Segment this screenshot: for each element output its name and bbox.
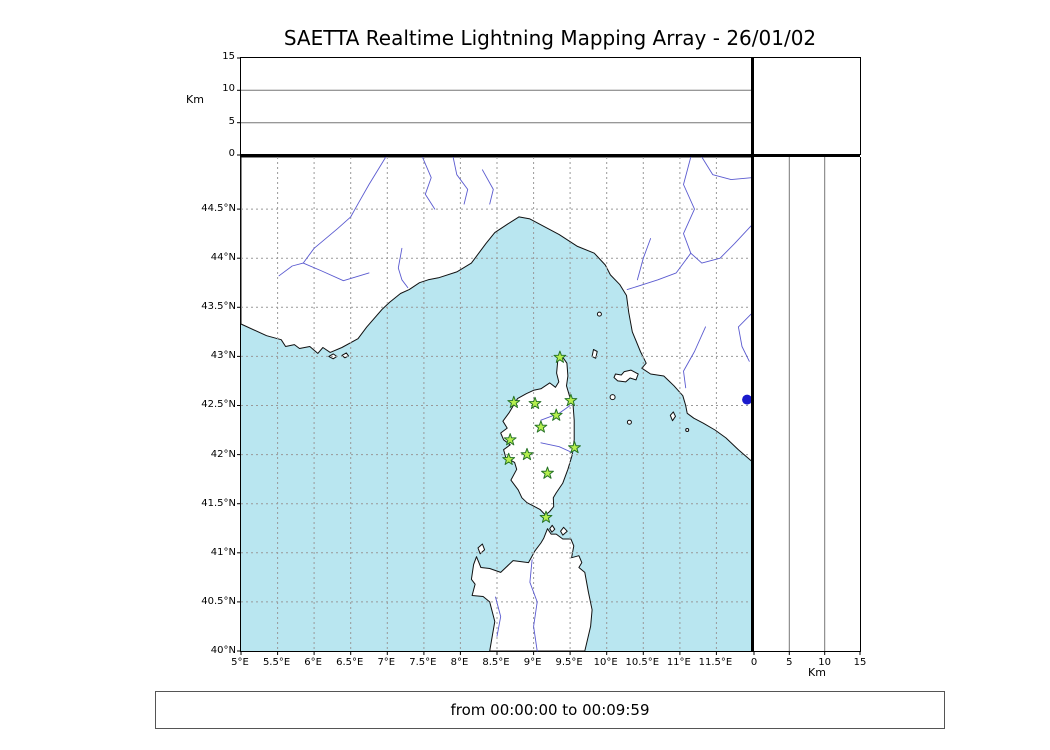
islet (626, 419, 632, 425)
alt-axis-ticks (237, 57, 241, 156)
river (495, 596, 502, 637)
lat-tick-label: 41°N (210, 546, 236, 558)
station-marker (503, 433, 517, 446)
station-marker (541, 466, 554, 479)
island (549, 524, 556, 533)
lon-tick-label: 7.5°E (409, 657, 437, 668)
alt-lon-plot[interactable] (237, 57, 753, 156)
alt-tick-label-right: 15 (853, 657, 867, 668)
lat-tick-label: 44.5°N (201, 203, 236, 215)
river (278, 156, 387, 277)
map-plot[interactable] (237, 156, 754, 655)
altitude-longitude-panel[interactable] (237, 57, 753, 156)
river (683, 326, 706, 389)
station-marker (568, 441, 581, 454)
lon-tick-label: 11.5°E (698, 657, 733, 668)
map-right-divider (751, 57, 754, 652)
river (421, 156, 436, 210)
station-marker (520, 447, 534, 461)
coastlines (240, 156, 754, 652)
lat-tick-label: 42.5°N (201, 399, 236, 411)
map-panel[interactable] (237, 156, 754, 655)
lon-tick-label: 7°E (377, 657, 396, 668)
alt-grid-lines (788, 157, 826, 651)
altitude-axis-label-right: Km (808, 666, 826, 679)
islet (685, 428, 690, 432)
lon-tick-label: 10.5°E (625, 657, 660, 668)
river (540, 442, 573, 454)
lon-tick-label: 9.5°E (555, 657, 583, 668)
alt-tick-label-left: 10 (222, 83, 235, 95)
river (397, 247, 409, 289)
time-range-text: from 00:00:00 to 00:09:59 (450, 701, 650, 719)
station-marker (528, 396, 542, 409)
lat-tick-label: 43°N (210, 350, 236, 362)
alt-tick-label-left: 0 (228, 148, 235, 159)
mainland-coast (240, 156, 754, 463)
lon-tick-label: 8.5°E (482, 657, 510, 668)
lat-tick-label: 41.5°N (201, 497, 236, 509)
corsica-coast (500, 354, 575, 516)
station-marker (564, 393, 578, 407)
island (669, 411, 676, 422)
island (560, 526, 568, 536)
lon-tick-label: 11°E (666, 657, 691, 668)
river (302, 262, 370, 282)
corner-panel (754, 57, 861, 155)
alt-tick-label-right: 5 (786, 657, 793, 668)
station-marker (534, 420, 548, 433)
station-markers (502, 350, 581, 523)
river (636, 238, 652, 281)
lon-tick-label: 5°E (231, 657, 249, 668)
river (529, 559, 538, 652)
station-marker (553, 350, 567, 363)
lat-tick-label: 44°N (210, 252, 236, 264)
alt-tick-label-right: 0 (750, 657, 758, 668)
island (613, 369, 639, 383)
island (477, 543, 486, 555)
lon-tick-label: 10°E (593, 657, 618, 668)
lake-marker (742, 394, 753, 405)
rivers (278, 156, 754, 652)
islet (609, 394, 616, 401)
lat-tick-label: 43.5°N (201, 301, 236, 313)
station-marker (507, 395, 521, 408)
alt-lat-plot[interactable] (753, 157, 861, 655)
map-top-divider (240, 154, 860, 157)
alt-tick-label-left: 5 (228, 115, 235, 127)
station-marker (549, 408, 563, 421)
time-range-box: from 00:00:00 to 00:09:59 (155, 691, 945, 729)
alt-tick-label-right: 10 (818, 657, 832, 668)
alt-axis-ticks (753, 651, 861, 655)
alt-grid-lines (241, 89, 753, 124)
sardinia-coast (470, 528, 593, 652)
river (737, 311, 754, 362)
river (452, 156, 469, 205)
axis-ticks (237, 208, 717, 655)
river (701, 156, 754, 181)
lat-tick-label: 40°N (210, 645, 236, 656)
altitude-axis-label-left: Km (186, 93, 204, 106)
lat-tick-label: 40.5°N (201, 595, 236, 607)
station-marker (539, 510, 553, 523)
river (690, 223, 754, 264)
lon-tick-label: 5.5°E (262, 657, 291, 668)
lon-tick-label: 6.5°E (336, 657, 364, 668)
page-title: SAETTA Realtime Lightning Mapping Array … (283, 26, 817, 50)
alt-tick-label-left: 15 (222, 51, 235, 62)
islet (596, 311, 602, 317)
altitude-latitude-panel[interactable] (753, 157, 861, 655)
lon-tick-label: 6°E (304, 657, 322, 668)
river (481, 169, 494, 205)
station-marker (502, 452, 516, 465)
lon-tick-label: 8°E (450, 657, 469, 668)
lon-tick-label: 9°E (523, 657, 542, 668)
island (591, 349, 598, 359)
lat-tick-label: 42°N (210, 448, 236, 460)
